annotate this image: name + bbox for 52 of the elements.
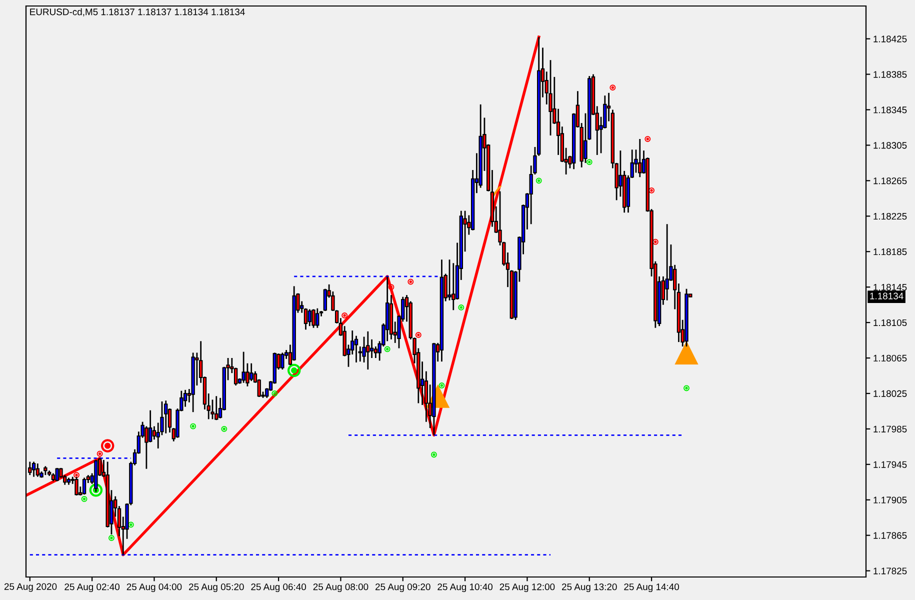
y-tick-label: 1.17945 — [874, 461, 907, 468]
candlestick — [308, 308, 312, 327]
x-tick-label: 25 Aug 02:40 — [64, 584, 120, 592]
candlestick — [214, 395, 218, 421]
candlestick — [144, 426, 148, 470]
x-tick-label: 25 Aug 10:40 — [438, 584, 493, 592]
candlestick — [183, 389, 188, 408]
candlestick — [448, 258, 452, 302]
y-tick-label: 1.18105 — [874, 319, 907, 326]
y-tick-label: 1.18265 — [874, 177, 907, 184]
y-tick-label: 1.18145 — [874, 284, 907, 291]
candlestick — [36, 462, 40, 478]
x-tick-label: 25 Aug 09:20 — [376, 584, 430, 592]
y-tick-label: 1.17825 — [874, 568, 907, 574]
y-tick-label: 1.18305 — [874, 142, 907, 149]
x-tick-label: 25 Aug 08:00 — [313, 584, 368, 592]
candlestick — [250, 362, 254, 382]
candlestick — [370, 338, 374, 359]
candlestick — [312, 308, 316, 329]
y-tick-label: 1.17865 — [874, 532, 907, 539]
y-tick-label: 1.17905 — [874, 496, 907, 504]
candlestick — [638, 138, 642, 178]
candlestick — [366, 330, 370, 370]
candlestick — [164, 400, 168, 434]
y-tick-label: 1.18065 — [874, 354, 907, 362]
x-tick-label: 25 Aug 04:00 — [126, 584, 182, 592]
annotation: 1.18134 — [870, 292, 904, 300]
candlestick — [665, 223, 669, 302]
candlestick — [82, 477, 86, 496]
y-tick-label: 1.18385 — [874, 71, 907, 78]
y-tick-label: 1.18345 — [874, 106, 907, 114]
candlestick — [32, 461, 36, 478]
candlestick — [55, 467, 59, 482]
x-tick-label: 25 Aug 06:40 — [251, 584, 306, 592]
candlestick — [148, 410, 152, 443]
y-tick-label: 1.18025 — [874, 390, 907, 397]
y-tick-label: 1.17985 — [874, 426, 907, 432]
line-series — [26, 36, 540, 556]
y-tick-label: 1.18425 — [874, 36, 907, 42]
text: 25 Aug 2020 — [4, 583, 57, 592]
candlestick — [548, 59, 552, 136]
y-tick-label: 1.18225 — [874, 212, 907, 220]
candlestick — [323, 288, 328, 312]
candlestick — [242, 351, 246, 384]
candlestick — [316, 308, 320, 329]
candlestick — [280, 352, 284, 370]
x-tick-label: 25 Aug 12:00 — [500, 584, 555, 592]
x-tick-label: 25 Aug 05:20 — [189, 584, 244, 592]
x-tick-label: 25 Aug 13:20 — [562, 584, 617, 592]
y-tick-label: 1.18185 — [874, 248, 907, 256]
chart-title: EURUSD-cd,M5 1.18137 1.18137 1.18134 1.18134 — [30, 8, 245, 16]
x-tick-label: 25 Aug 14:40 — [624, 584, 679, 592]
